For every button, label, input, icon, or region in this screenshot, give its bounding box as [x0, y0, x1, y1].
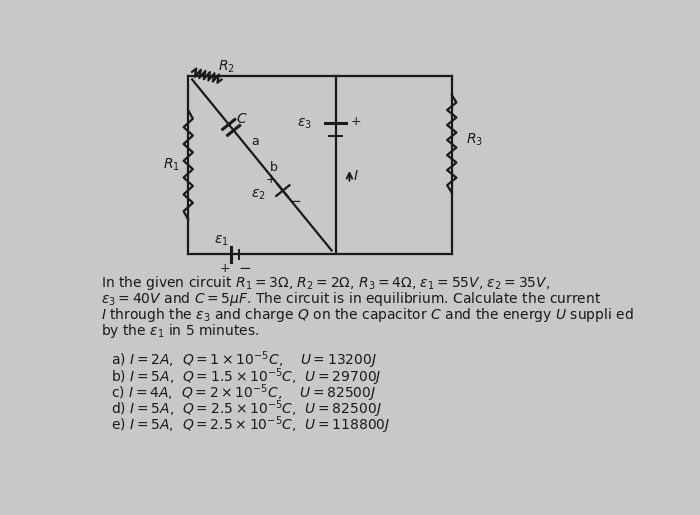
Text: a: a — [251, 135, 259, 148]
Text: $I$ through the $\varepsilon_3$ and charge $Q$ on the capacitor $C$ and the ener: $I$ through the $\varepsilon_3$ and char… — [102, 306, 634, 324]
Text: $I$: $I$ — [354, 169, 359, 183]
Text: +: + — [350, 115, 361, 128]
Text: +: + — [266, 173, 276, 186]
Text: $R_2$: $R_2$ — [218, 58, 234, 75]
Text: $\varepsilon_3$: $\varepsilon_3$ — [298, 116, 312, 131]
Text: $\varepsilon_1$: $\varepsilon_1$ — [214, 233, 229, 248]
Text: b) $I = 5A$,  $Q = 1.5\times10^{-5}C$,  $U = 29700J$: b) $I = 5A$, $Q = 1.5\times10^{-5}C$, $U… — [111, 366, 382, 388]
Text: +: + — [219, 262, 230, 274]
Text: a) $I = 2A$,  $Q = 1\times10^{-5}C$,    $U = 13200J$: a) $I = 2A$, $Q = 1\times10^{-5}C$, $U =… — [111, 350, 377, 371]
Text: by the $\varepsilon_1$ in 5 minutes.: by the $\varepsilon_1$ in 5 minutes. — [102, 322, 260, 340]
Text: b: b — [270, 161, 277, 174]
Text: −: − — [288, 194, 301, 209]
Text: e) $I = 5A$,  $Q = 2.5\times10^{-5}C$,  $U = 118800J$: e) $I = 5A$, $Q = 2.5\times10^{-5}C$, $U… — [111, 415, 390, 436]
Text: $R_1$: $R_1$ — [163, 157, 180, 173]
Text: $\varepsilon_3 = 40V$ and $C = 5\mu F$. The circuit is in equilibrium. Calculate: $\varepsilon_3 = 40V$ and $C = 5\mu F$. … — [102, 290, 602, 308]
Text: −: − — [239, 261, 251, 276]
Text: $C$: $C$ — [236, 112, 248, 126]
Text: $\varepsilon_2$: $\varepsilon_2$ — [251, 187, 266, 202]
Text: c) $I = 4A$,  $Q = 2\times10^{-5}C$,    $U = 82500J$: c) $I = 4A$, $Q = 2\times10^{-5}C$, $U =… — [111, 382, 376, 404]
Text: $R_3$: $R_3$ — [466, 132, 483, 148]
Text: d) $I = 5A$,  $Q = 2.5\times10^{-5}C$,  $U = 82500J$: d) $I = 5A$, $Q = 2.5\times10^{-5}C$, $U… — [111, 398, 382, 420]
Text: In the given circuit $R_1 = 3\Omega$, $R_2 = 2\Omega$, $R_3 = 4\Omega$, $\vareps: In the given circuit $R_1 = 3\Omega$, $R… — [102, 273, 551, 291]
